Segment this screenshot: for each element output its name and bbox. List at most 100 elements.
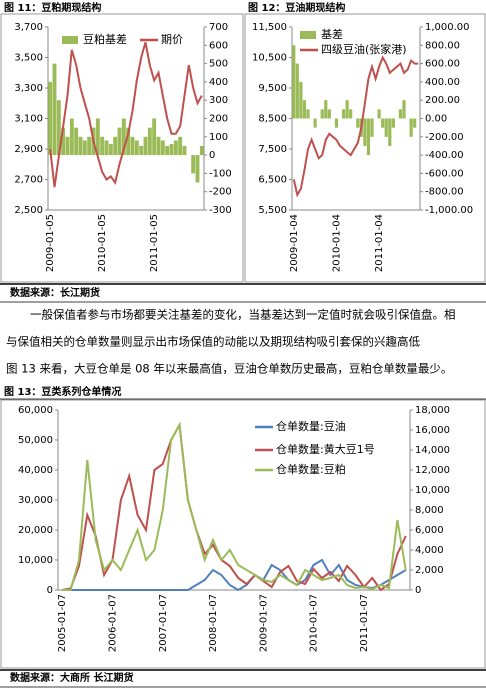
paragraph-line: 与保值相关的仓单数量则显示出市场保值的动能以及期现结构吸引套保的兴趣高低 (6, 335, 420, 349)
y2-tick-label: 600.00 (425, 59, 460, 70)
bar (113, 136, 118, 156)
x-tick-label: 2011-01-04 (374, 214, 385, 272)
figure-title: 图 11：豆粕期现结构 (4, 1, 101, 14)
y2-tick-label: 800.00 (425, 40, 460, 51)
figure-title: 图 12：豆油期现结构 (248, 1, 345, 14)
bar (366, 118, 371, 156)
y-tick-label: 50,000 (18, 435, 53, 446)
bar (178, 136, 183, 156)
bar (130, 136, 135, 156)
bar (160, 140, 165, 156)
bar (152, 118, 157, 156)
y2-tick-label: 600 (209, 40, 228, 51)
y-tick-label: 30,000 (18, 495, 53, 506)
figure-title: 图 13：豆类系列仓单情况 (4, 385, 121, 398)
bar (82, 140, 87, 156)
x-tick-label: 2007-01-07 (158, 594, 169, 652)
line (62, 421, 407, 592)
y-tick-label: 20,000 (18, 525, 53, 536)
y-tick-label: 7,500 (258, 144, 287, 155)
y2-tick-label: 16,000 (415, 425, 450, 436)
y2-tick-label: 1,000.00 (425, 22, 470, 33)
bar (69, 118, 74, 156)
bar (313, 118, 317, 128)
bar (65, 136, 70, 156)
bar (320, 109, 324, 119)
y-tick-label: 10,500 (252, 53, 287, 64)
x-tick-label: 2005-01-07 (57, 594, 68, 652)
bar (324, 100, 328, 119)
bar (108, 144, 113, 156)
y2-tick-label: 8,000 (415, 505, 444, 516)
line (62, 421, 407, 591)
y2-tick-label: 300 (209, 95, 228, 106)
y2-tick-label: 0.00 (425, 114, 447, 125)
bar (398, 109, 403, 119)
y2-tick-label: 400.00 (425, 77, 460, 88)
bar (356, 118, 360, 128)
y-tick-label: 5,500 (258, 205, 287, 216)
legend-swatch (62, 36, 78, 44)
y-tick-label: 2,500 (14, 205, 43, 216)
y-tick-label: 10,000 (18, 555, 53, 566)
paragraph-line: 图 13 来看，大豆仓单是 08 年以来最高值，豆油仓单数历史最高，豆粕仓单数量… (6, 362, 452, 376)
bar (52, 63, 57, 156)
y2-tick-label: 400 (209, 77, 228, 88)
y-tick-label: 60,000 (18, 405, 53, 416)
y-tick-label: 9,500 (258, 83, 287, 94)
bar (345, 100, 349, 119)
bar (143, 136, 148, 156)
source: 数据来源：大商所 长江期货 (10, 671, 133, 684)
source: 数据来源：长江期货 (10, 286, 100, 299)
paragraph-line: 一般保值者参与市场都要关注基差的变化，当基差达到一定值时就会吸引保值盘。相 (30, 308, 456, 322)
y-tick-label: 3,500 (14, 53, 43, 64)
legend-label: 期价 (161, 33, 183, 46)
bar (195, 155, 200, 183)
bar (78, 136, 83, 156)
chart-frame (0, 399, 486, 669)
y-tick-label: 11,500 (252, 22, 287, 33)
bar (56, 100, 61, 156)
line (292, 55, 419, 198)
y2-tick-label: 2,000 (415, 565, 444, 576)
x-tick-label: 2006-01-07 (107, 594, 118, 652)
bar (391, 118, 395, 128)
y-tick-label: 8,500 (258, 114, 287, 125)
legend-label: 四级豆油(张家港) (321, 42, 407, 56)
bar (334, 118, 339, 128)
bar (199, 145, 204, 156)
bar (169, 144, 174, 156)
y2-tick-label: -400.00 (425, 150, 464, 161)
bar (306, 109, 310, 119)
y2-tick-label: 4,000 (415, 545, 444, 556)
bar (61, 127, 66, 156)
y2-tick-label: 0 (415, 585, 421, 596)
bar (292, 45, 296, 119)
bar (156, 136, 161, 156)
y-tick-label: 6,500 (258, 175, 287, 186)
x-tick-label: 2009-01-04 (289, 214, 300, 272)
y-tick-label: 3,700 (14, 22, 43, 33)
y2-tick-label: -600.00 (425, 168, 464, 179)
bar (409, 118, 413, 137)
bar (95, 118, 100, 156)
y-tick-label: 3,100 (14, 114, 43, 125)
bar (191, 155, 196, 174)
bar (341, 109, 346, 119)
y2-tick-label: -800.00 (425, 187, 464, 198)
y2-tick-label: -100 (209, 168, 232, 179)
bar (327, 109, 331, 119)
bar (121, 118, 126, 156)
legend-label: 豆粕基差 (83, 32, 127, 46)
y2-tick-label: 6,000 (415, 525, 444, 536)
y-tick-label: 2,900 (14, 144, 43, 155)
bar (104, 140, 109, 156)
y2-tick-label: 10,000 (415, 485, 450, 496)
bar (126, 127, 131, 156)
legend-label: 仓单数量:豆粕 (276, 462, 346, 476)
y2-tick-label: 14,000 (415, 445, 450, 456)
y2-tick-label: 200 (209, 114, 228, 125)
bar (388, 118, 392, 146)
y2-tick-label: 200.00 (425, 95, 460, 106)
